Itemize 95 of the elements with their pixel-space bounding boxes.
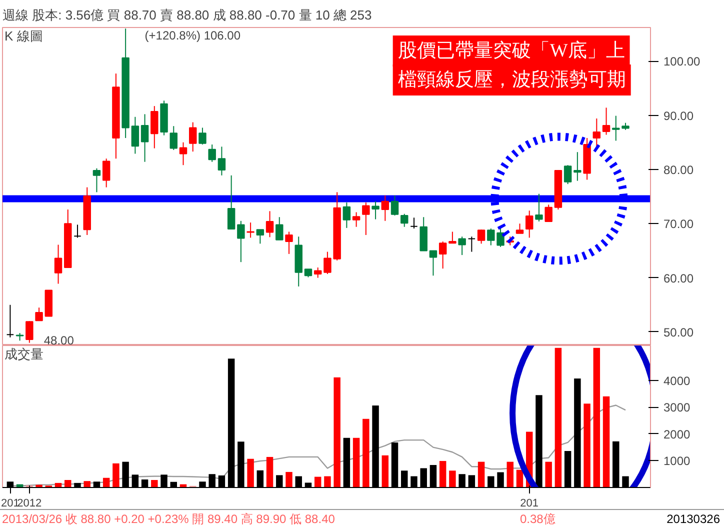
bar xyxy=(602,396,610,488)
bar xyxy=(449,470,456,488)
candlestick xyxy=(92,168,101,193)
annotation: (+120.8%) 106.00 xyxy=(144,28,241,43)
candlestick xyxy=(188,122,197,152)
bar xyxy=(362,418,370,488)
annotation: 股價已帶量突破「W底」上 xyxy=(398,40,625,62)
candlestick xyxy=(102,158,110,188)
y-tick-label: 2000 xyxy=(664,427,691,442)
bar xyxy=(266,456,274,488)
candlestick xyxy=(602,107,610,136)
candlestick xyxy=(574,152,582,182)
bar xyxy=(324,476,331,488)
candlestick xyxy=(26,320,34,344)
chart-title: K 線圖 xyxy=(4,28,43,44)
candlestick xyxy=(237,220,245,263)
candlestick xyxy=(342,202,351,228)
y-tick-label: 1000 xyxy=(664,454,691,468)
bar xyxy=(478,462,485,488)
candlestick xyxy=(140,114,149,162)
text: 2013/03/26 收 88.80 +0.20 +0.23% 開 89.40 高 89.90 低 88.40 xyxy=(2,511,335,526)
candlestick xyxy=(438,240,447,270)
candlestick xyxy=(372,200,380,220)
bar xyxy=(247,458,254,488)
candlestick xyxy=(564,164,572,185)
chart-title: 成交量 xyxy=(4,346,44,362)
candlestick xyxy=(179,142,188,166)
bar xyxy=(545,462,552,488)
candlestick xyxy=(208,144,216,162)
y-tick-label: 70.00 xyxy=(664,217,694,232)
candlestick xyxy=(468,236,476,252)
candlestick xyxy=(35,307,43,322)
bar xyxy=(102,478,110,488)
candlestick xyxy=(170,126,178,150)
candlestick xyxy=(516,223,524,234)
candlestick xyxy=(458,236,466,256)
text: 0.38億 xyxy=(520,511,556,526)
candlestick xyxy=(6,304,14,338)
candlestick xyxy=(227,174,236,230)
y-tick-label: 4000 xyxy=(664,374,691,388)
candlestick xyxy=(266,210,274,238)
chart-subtitle: 週線 股本: 3.56億 買 88.70 賣 88.80 成 88.80 -0.70 量 10 總 253 xyxy=(2,8,372,22)
candlestick xyxy=(131,116,140,154)
candlestick xyxy=(198,127,206,146)
bar xyxy=(439,460,446,488)
candlestick xyxy=(246,222,254,238)
candlestick xyxy=(54,244,62,284)
bar xyxy=(286,472,292,488)
y-tick-label: 80.00 xyxy=(664,162,694,177)
bar xyxy=(593,348,600,488)
candlestick xyxy=(276,216,284,240)
bar xyxy=(64,480,72,488)
annotation: 48.00 xyxy=(44,333,74,348)
candlestick xyxy=(429,250,438,276)
candlestick xyxy=(612,115,620,142)
y-tick-label: 50.00 xyxy=(664,325,694,340)
candlestick xyxy=(362,202,370,236)
y-tick-label: 100.00 xyxy=(664,54,701,69)
candlestick xyxy=(477,229,486,244)
candlestick xyxy=(256,229,264,244)
y-tick-label: 3000 xyxy=(664,400,691,415)
bar xyxy=(151,480,158,488)
bar xyxy=(506,462,514,488)
candlestick xyxy=(592,118,601,148)
candlestick xyxy=(525,210,534,238)
candlestick xyxy=(535,193,543,222)
candlestick xyxy=(544,204,552,222)
candlestick xyxy=(352,212,360,228)
bar xyxy=(314,476,322,488)
candlestick xyxy=(420,216,428,252)
candlestick xyxy=(218,146,226,176)
candlestick xyxy=(150,106,158,149)
y-tick-label: 60.00 xyxy=(664,271,694,286)
bar xyxy=(112,463,120,488)
bar xyxy=(334,377,340,488)
x-tick-label: 201 xyxy=(1,498,20,510)
bar xyxy=(382,455,389,488)
candlestick xyxy=(410,217,418,229)
bar xyxy=(584,404,590,488)
bar xyxy=(554,348,562,488)
candlestick xyxy=(285,231,293,254)
bar xyxy=(84,481,90,488)
x-tick-label: 201 xyxy=(520,498,539,510)
text: 20130326 xyxy=(666,511,720,526)
candlestick xyxy=(400,213,408,228)
bar xyxy=(352,438,360,488)
candlestick xyxy=(390,194,399,216)
candlestick xyxy=(448,231,456,244)
candlestick xyxy=(74,224,82,238)
x-tick-label: 2012 xyxy=(17,498,42,510)
y-tick-label: 90.00 xyxy=(664,108,694,123)
candlestick xyxy=(381,194,390,222)
candlestick xyxy=(314,266,322,278)
annotation: 檔頸線反壓，波段漲勢可期 xyxy=(398,70,626,90)
bar xyxy=(516,470,524,488)
